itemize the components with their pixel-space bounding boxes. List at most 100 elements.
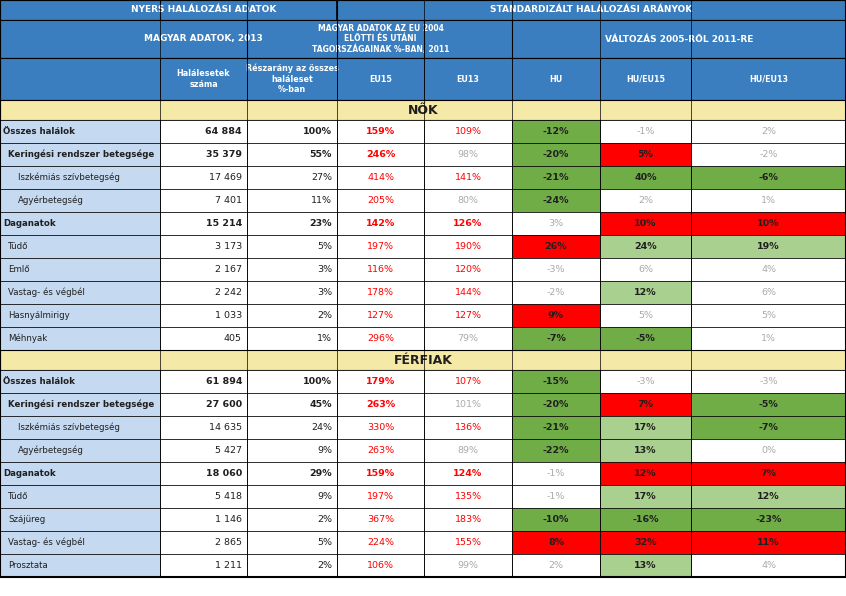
Text: Vastag- és végbél: Vastag- és végbél	[8, 538, 85, 547]
Text: 197%: 197%	[367, 492, 394, 501]
Text: 2%: 2%	[638, 196, 653, 205]
Bar	[600, 462, 691, 485]
Text: 5 418: 5 418	[215, 492, 242, 501]
Bar	[247, 304, 337, 327]
Bar	[600, 370, 691, 393]
Text: 1 033: 1 033	[215, 311, 242, 320]
Text: Prosztata: Prosztata	[8, 561, 47, 570]
Text: 13%: 13%	[634, 446, 656, 455]
Text: 55%: 55%	[310, 150, 332, 159]
Text: 135%: 135%	[454, 492, 481, 501]
Bar	[691, 508, 846, 531]
Bar	[160, 370, 247, 393]
Bar	[247, 531, 337, 554]
Text: 7%: 7%	[638, 400, 653, 409]
Text: 414%: 414%	[367, 173, 394, 182]
Bar	[600, 531, 691, 554]
Bar	[160, 554, 247, 577]
Text: 12%: 12%	[757, 492, 780, 501]
Text: -5%: -5%	[759, 400, 778, 409]
Bar	[247, 143, 337, 166]
Bar	[0, 485, 160, 508]
Text: 5%: 5%	[761, 311, 776, 320]
Text: Tüdő: Tüdő	[8, 242, 29, 251]
Bar	[247, 212, 337, 235]
Text: Daganatok: Daganatok	[3, 219, 56, 228]
Bar	[160, 327, 247, 350]
Bar	[512, 327, 600, 350]
Bar	[424, 508, 512, 531]
Bar	[337, 258, 424, 281]
Text: -3%: -3%	[759, 377, 777, 386]
Bar	[600, 485, 691, 508]
Bar	[160, 143, 247, 166]
Bar	[160, 166, 247, 189]
Bar	[0, 531, 160, 554]
Bar	[512, 485, 600, 508]
Bar	[337, 416, 424, 439]
Text: Iszkémiás szívbetegség: Iszkémiás szívbetegség	[18, 423, 120, 432]
Bar	[600, 439, 691, 462]
Bar	[247, 416, 337, 439]
Text: 124%: 124%	[453, 469, 482, 478]
Text: -22%: -22%	[543, 446, 569, 455]
Bar	[337, 393, 424, 416]
Text: -1%: -1%	[636, 127, 655, 136]
Bar	[247, 327, 337, 350]
Bar	[600, 120, 691, 143]
Text: 3%: 3%	[317, 265, 332, 274]
Bar	[600, 166, 691, 189]
Bar	[337, 327, 424, 350]
Bar	[247, 462, 337, 485]
Bar	[424, 370, 512, 393]
Text: VÁLTOZÁS 2005-RŐL 2011-RE: VÁLTOZÁS 2005-RŐL 2011-RE	[605, 35, 753, 44]
Bar	[0, 508, 160, 531]
Bar	[337, 531, 424, 554]
Text: 190%: 190%	[454, 242, 481, 251]
Text: 5%: 5%	[317, 242, 332, 251]
Bar	[160, 235, 247, 258]
Bar	[512, 281, 600, 304]
Text: -10%: -10%	[543, 515, 569, 524]
Bar	[0, 235, 160, 258]
Text: 106%: 106%	[367, 561, 394, 570]
Bar	[0, 439, 160, 462]
Text: 263%: 263%	[367, 446, 394, 455]
Bar	[337, 554, 424, 577]
Text: -16%: -16%	[632, 515, 659, 524]
Bar	[337, 485, 424, 508]
Text: -5%: -5%	[635, 334, 656, 343]
Text: 144%: 144%	[454, 288, 481, 297]
Text: HU/EU13: HU/EU13	[749, 74, 788, 83]
Bar	[337, 439, 424, 462]
Text: 14 635: 14 635	[209, 423, 242, 432]
Bar	[600, 508, 691, 531]
Text: Emlő: Emlő	[8, 265, 30, 274]
Text: 2%: 2%	[317, 561, 332, 570]
Bar	[337, 462, 424, 485]
Bar	[0, 143, 160, 166]
Bar	[424, 416, 512, 439]
Bar	[0, 393, 160, 416]
Text: NŐK: NŐK	[408, 104, 438, 116]
Text: 7 401: 7 401	[215, 196, 242, 205]
Text: 79%: 79%	[458, 334, 479, 343]
Text: FÉRFIAK: FÉRFIAK	[393, 353, 453, 367]
Bar	[0, 212, 160, 235]
Bar	[424, 258, 512, 281]
Bar	[337, 304, 424, 327]
Bar	[424, 531, 512, 554]
Bar	[247, 281, 337, 304]
Text: STANDARDIZÁLT HALÁLOZÁSI ARÁNYOK: STANDARDIZÁLT HALÁLOZÁSI ARÁNYOK	[491, 5, 693, 14]
Text: -23%: -23%	[755, 515, 782, 524]
Bar	[600, 327, 691, 350]
Bar	[0, 189, 160, 212]
Text: 4%: 4%	[761, 265, 776, 274]
Bar	[337, 212, 424, 235]
Text: -7%: -7%	[546, 334, 566, 343]
Text: 11%: 11%	[311, 196, 332, 205]
Text: 224%: 224%	[367, 538, 394, 547]
Text: 1%: 1%	[761, 334, 776, 343]
Text: 17%: 17%	[634, 492, 656, 501]
Text: -20%: -20%	[543, 150, 569, 159]
